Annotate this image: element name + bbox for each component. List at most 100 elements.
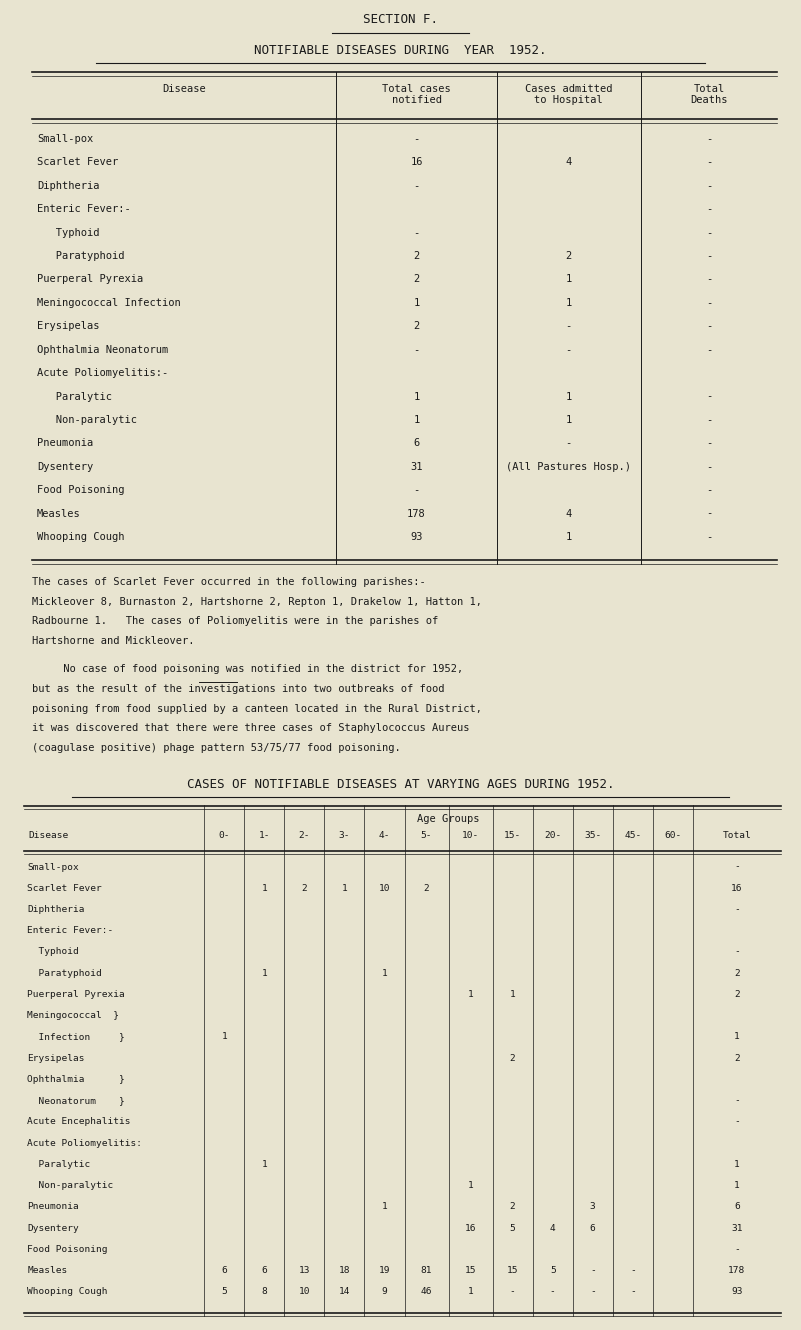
Text: -: - (706, 274, 712, 285)
Text: Scarlet Fever: Scarlet Fever (37, 157, 118, 168)
Text: 5: 5 (549, 1266, 556, 1275)
Text: 1: 1 (413, 298, 420, 307)
Text: -: - (566, 322, 572, 331)
Text: Total cases
notified: Total cases notified (382, 84, 451, 105)
Text: Non-paralytic: Non-paralytic (27, 1181, 114, 1190)
Text: 1: 1 (261, 1160, 268, 1169)
Text: 2: 2 (424, 883, 429, 892)
Text: 1: 1 (381, 1202, 388, 1212)
Text: Total
Deaths: Total Deaths (690, 84, 727, 105)
Text: 15: 15 (465, 1266, 477, 1275)
Text: -: - (706, 251, 712, 261)
Text: NOTIFIABLE DISEASES DURING  YEAR  1952.: NOTIFIABLE DISEASES DURING YEAR 1952. (254, 44, 547, 57)
Text: -: - (734, 1096, 740, 1105)
Text: -: - (590, 1287, 596, 1297)
Text: CASES OF NOTIFIABLE DISEASES AT VARYING AGES DURING 1952.: CASES OF NOTIFIABLE DISEASES AT VARYING … (187, 778, 614, 790)
Text: 1: 1 (734, 1160, 740, 1169)
Text: 1: 1 (468, 1181, 473, 1190)
Text: 31: 31 (410, 462, 423, 472)
Text: Cases admitted
to Hospital: Cases admitted to Hospital (525, 84, 613, 105)
Text: -: - (706, 181, 712, 190)
Text: 1: 1 (566, 532, 572, 543)
Text: Pneumonia: Pneumonia (37, 439, 93, 448)
Text: Food Poisoning: Food Poisoning (27, 1245, 107, 1254)
Text: 19: 19 (379, 1266, 390, 1275)
Text: -: - (413, 134, 420, 144)
Text: -: - (706, 205, 712, 214)
Text: Enteric Fever:-: Enteric Fever:- (27, 926, 114, 935)
Text: Meningococcal  }: Meningococcal } (27, 1011, 119, 1020)
Text: Mickleover 8, Burnaston 2, Hartshorne 2, Repton 1, Drakelow 1, Hatton 1,: Mickleover 8, Burnaston 2, Hartshorne 2,… (32, 597, 482, 606)
Text: 16: 16 (731, 883, 743, 892)
Text: 16: 16 (465, 1224, 477, 1233)
Text: SECTION F.: SECTION F. (363, 13, 438, 27)
Text: 1: 1 (566, 391, 572, 402)
Text: 15: 15 (507, 1266, 518, 1275)
Text: Enteric Fever:-: Enteric Fever:- (37, 205, 131, 214)
Text: 81: 81 (421, 1266, 433, 1275)
Text: 1: 1 (734, 1181, 740, 1190)
Text: 4: 4 (566, 157, 572, 168)
Text: 5-: 5- (421, 831, 433, 841)
Text: Diphtheria: Diphtheria (27, 904, 85, 914)
Text: Diphtheria: Diphtheria (37, 181, 99, 190)
Text: 6: 6 (590, 1224, 596, 1233)
Text: Whooping Cough: Whooping Cough (37, 532, 124, 543)
Text: Paralytic: Paralytic (27, 1160, 91, 1169)
Text: Meningococcal Infection: Meningococcal Infection (37, 298, 180, 307)
Text: 10: 10 (379, 883, 390, 892)
Text: 2: 2 (566, 251, 572, 261)
Text: 15-: 15- (504, 831, 521, 841)
Text: 13: 13 (299, 1266, 310, 1275)
Text: 60-: 60- (664, 831, 682, 841)
Text: but as the result of the investigations into two outbreaks of food: but as the result of the investigations … (32, 684, 445, 694)
Text: -: - (706, 485, 712, 495)
Text: Whooping Cough: Whooping Cough (27, 1287, 107, 1297)
Text: 1: 1 (221, 1032, 227, 1041)
Text: -: - (734, 1245, 740, 1254)
Text: 5: 5 (509, 1224, 516, 1233)
Text: Erysipelas: Erysipelas (37, 322, 99, 331)
Text: 1: 1 (341, 883, 348, 892)
Text: -: - (706, 391, 712, 402)
Text: Non-paralytic: Non-paralytic (37, 415, 137, 424)
Text: Age Groups: Age Groups (417, 814, 480, 823)
Text: poisoning from food supplied by a canteen located in the Rural District,: poisoning from food supplied by a cantee… (32, 704, 482, 713)
Text: 10-: 10- (462, 831, 479, 841)
Text: -: - (413, 227, 420, 238)
Text: Paratyphoid: Paratyphoid (27, 968, 102, 978)
Text: 6: 6 (261, 1266, 268, 1275)
Text: 2: 2 (509, 1053, 516, 1063)
Text: Dysentery: Dysentery (27, 1224, 79, 1233)
Text: 2: 2 (413, 274, 420, 285)
Text: -: - (706, 322, 712, 331)
Text: Paralytic: Paralytic (37, 391, 112, 402)
Text: 6: 6 (413, 439, 420, 448)
Text: Pneumonia: Pneumonia (27, 1202, 79, 1212)
Text: 2: 2 (301, 883, 308, 892)
Text: -: - (509, 1287, 516, 1297)
Text: 1: 1 (566, 298, 572, 307)
Text: 6: 6 (221, 1266, 227, 1275)
Text: 0-: 0- (219, 831, 230, 841)
Text: 14: 14 (339, 1287, 350, 1297)
Text: -: - (734, 904, 740, 914)
Text: 2: 2 (734, 990, 740, 999)
Text: 1: 1 (566, 415, 572, 424)
Text: No case of food poisoning was notified in the district for 1952,: No case of food poisoning was notified i… (32, 664, 463, 674)
Text: -: - (706, 227, 712, 238)
Text: Acute Poliomyelitis:: Acute Poliomyelitis: (27, 1138, 143, 1148)
Text: 20-: 20- (544, 831, 562, 841)
Text: 8: 8 (261, 1287, 268, 1297)
Text: 2: 2 (734, 968, 740, 978)
Text: -: - (706, 134, 712, 144)
Text: 2: 2 (413, 322, 420, 331)
Text: Total: Total (723, 831, 751, 841)
Text: 1: 1 (566, 274, 572, 285)
Text: Puerperal Pyrexia: Puerperal Pyrexia (37, 274, 143, 285)
Text: 2: 2 (509, 1202, 516, 1212)
Text: 16: 16 (410, 157, 423, 168)
Text: Disease: Disease (28, 831, 68, 841)
Text: -: - (706, 344, 712, 355)
Text: -: - (706, 415, 712, 424)
